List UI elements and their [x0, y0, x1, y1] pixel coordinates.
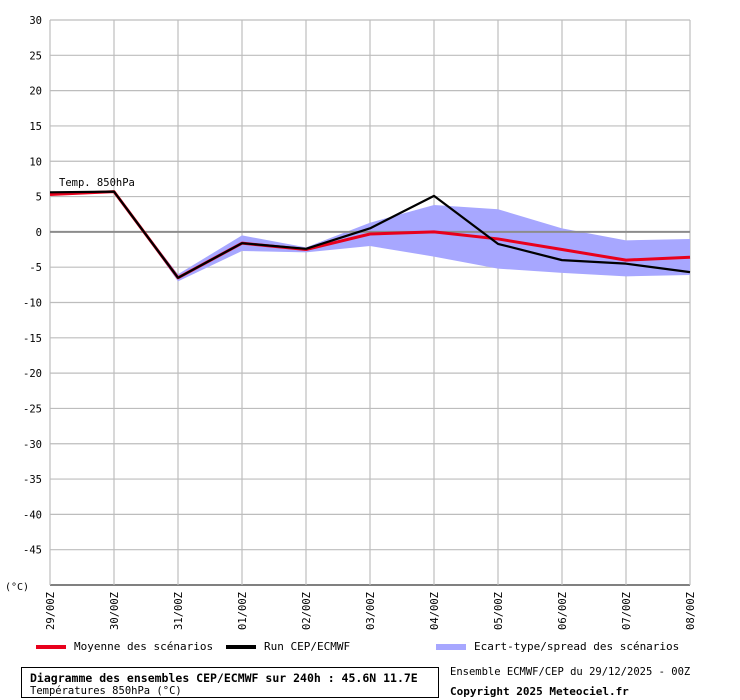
y-tick-label: 20	[29, 86, 42, 98]
y-tick-label: 5	[36, 192, 42, 204]
y-tick-label: -5	[29, 262, 42, 274]
series-line-run	[49, 190, 691, 279]
legend-item-spread: Ecart-type/spread des scénarios	[436, 640, 679, 653]
y-tick-label: -10	[23, 298, 42, 310]
y-tick-label: -20	[23, 368, 42, 380]
copyright: Copyright 2025 Meteociel.fr	[450, 685, 629, 698]
series-layer	[49, 190, 691, 280]
y-tick-label: -35	[23, 474, 42, 486]
chart-title-box: Diagramme des ensembles CEP/ECMWF sur 24…	[21, 667, 439, 698]
chart-grid	[49, 19, 691, 586]
y-tick-label: -40	[23, 509, 42, 521]
x-tick-label: 30/00Z	[109, 592, 121, 630]
legend-swatch-spread	[436, 643, 466, 650]
legend-label-mean: Moyenne des scénarios	[74, 640, 214, 653]
legend-item-mean: Moyenne des scénarios	[36, 640, 213, 653]
x-tick-label: 29/00Z	[45, 592, 57, 630]
axis-labels: 30 25 20 15 10 5 0 -5 -10 -15 -20 -25 -30 -35 -40 -45 29…	[23, 15, 697, 630]
legend-swatch-run	[226, 644, 256, 649]
x-tick-label: 06/00Z	[557, 592, 569, 630]
y-tick-label: 0	[36, 227, 42, 239]
y-tick-label: 25	[29, 50, 42, 62]
chart-title: Diagramme des ensembles CEP/ECMWF sur 24…	[30, 671, 418, 685]
y-tick-label: -30	[23, 439, 42, 451]
series-annotation: Temp. 850hPa	[59, 177, 135, 189]
chart-subtitle: Températures 850hPa (°C)	[30, 685, 182, 697]
legend-label-run: Run CEP/ECMWF	[264, 640, 351, 653]
y-tick-label: 30	[29, 15, 42, 27]
y-tick-label: -15	[23, 333, 42, 345]
x-tick-label: 05/00Z	[493, 592, 505, 630]
x-tick-label: 03/00Z	[365, 592, 377, 630]
legend-label-spread: Ecart-type/spread des scénarios	[474, 640, 680, 653]
y-unit-label: (°C)	[5, 582, 29, 593]
x-tick-label: 07/00Z	[621, 592, 633, 630]
x-tick-label: 31/00Z	[173, 592, 185, 630]
x-tick-label: 08/00Z	[685, 592, 697, 630]
ensemble-chart: 30 25 20 15 10 5 0 -5 -10 -15 -20 -25 -30 -35 -40 -45 29…	[5, 15, 697, 630]
y-tick-label: -45	[23, 545, 42, 557]
x-tick-label: 02/00Z	[301, 592, 313, 630]
y-tick-label: 15	[29, 121, 42, 133]
x-tick-label: 01/00Z	[237, 592, 249, 630]
y-tick-label: 10	[29, 156, 42, 168]
legend-swatch-mean	[36, 644, 66, 649]
run-info: Ensemble ECMWF/CEP du 29/12/2025 - 00Z	[450, 666, 691, 678]
legend-item-run: Run CEP/ECMWF	[226, 640, 350, 653]
x-tick-label: 04/00Z	[429, 592, 441, 630]
y-tick-label: -25	[23, 403, 42, 415]
